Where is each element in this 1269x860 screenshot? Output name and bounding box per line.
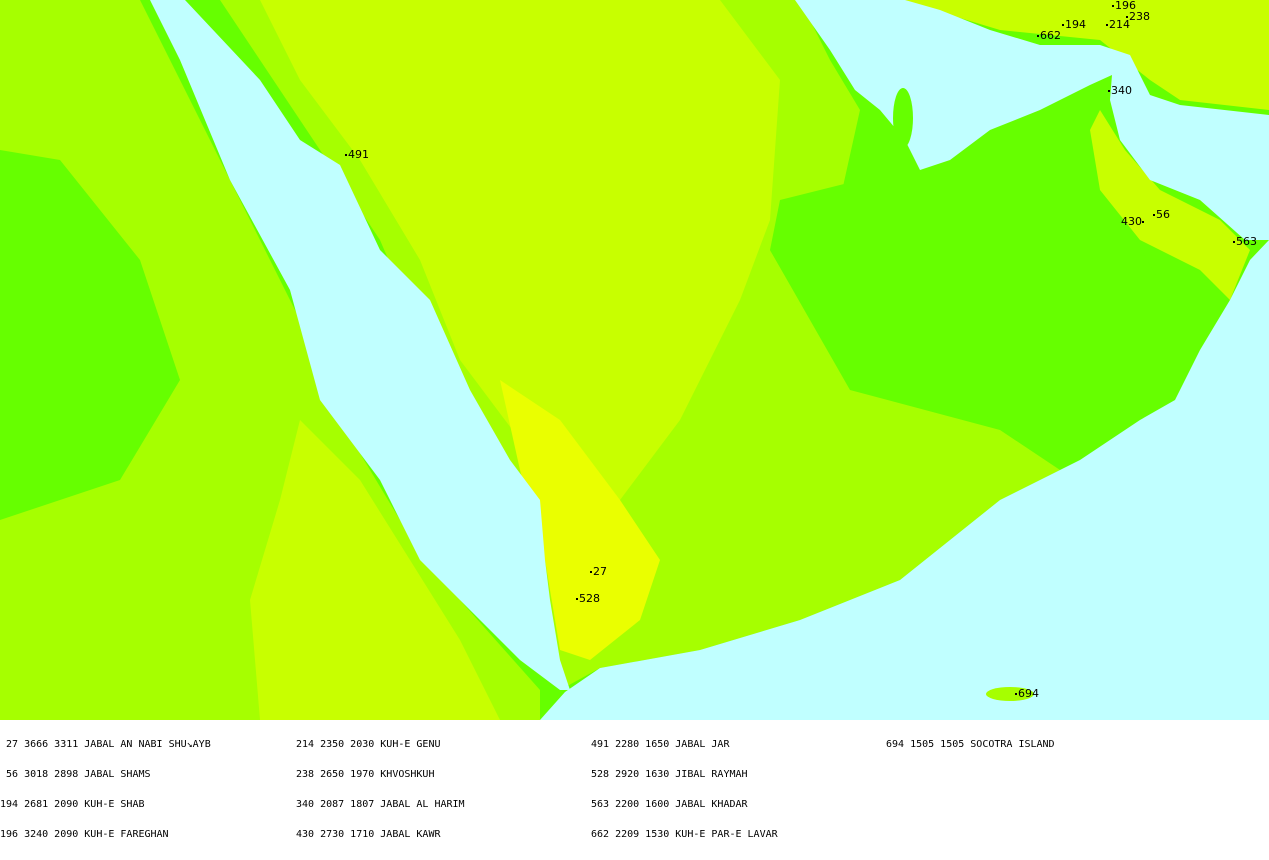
peak-dot-icon [1108,90,1110,92]
persian-gulf-gulf-of-oman [795,0,1269,240]
legend-row: 340 2087 1807 JABAL AL HARIM [296,799,465,810]
peak-dot-icon [345,154,347,156]
peak-label: 340 [1111,84,1132,97]
oman-mountains [1090,110,1250,300]
peak-label: 662 [1040,29,1061,42]
peak-label: 194 [1065,18,1086,31]
peak-label: 238 [1129,10,1150,23]
africa-upland [0,0,540,720]
legend-row: 694 1505 1505 SOCOTRA ISLAND [886,739,1055,750]
najd-plateau [260,0,780,520]
peak-marker-694: 694 [1015,688,1039,699]
peak-label: 214 [1109,18,1130,31]
peak-marker-662: 662 [1037,30,1061,41]
peak-marker-430: 430 [1121,216,1145,227]
peak-label: 491 [348,148,369,161]
arabian-sea [540,240,1269,720]
peak-dot-icon [1037,35,1039,37]
peak-marker-340: 340 [1108,85,1132,96]
legend-row: 238 2650 1970 KHVOSHKUH [296,769,435,780]
legend-row: 563 2200 1600 JABAL KHADAR [591,799,748,810]
ethiopia-highland [250,420,500,720]
iran-upland [900,0,1269,110]
peak-label: 56 [1156,208,1170,221]
peak-marker-563: 563 [1233,236,1257,247]
peak-dot-icon [576,598,578,600]
peak-marker-214: 214 [1106,19,1130,30]
legend-row: 27 3666 3311 JABAL AN NABI SHU↘AYB [0,739,211,750]
peak-dot-icon [1112,5,1114,7]
peak-dot-icon [1015,693,1017,695]
peak-marker-238: 238 [1126,11,1150,22]
qatar [893,88,913,148]
yemen-highland [500,380,660,660]
peak-dot-icon [590,571,592,573]
peak-legend: 27 3666 3311 JABAL AN NABI SHU↘AYB 56 30… [0,720,1269,840]
peak-label: 694 [1018,687,1039,700]
rub-al-khali [770,170,1170,430]
peak-marker-491: 491 [345,149,369,160]
legend-row: 491 2280 1650 JABAL JAR [591,739,730,750]
peak-dot-icon [1126,16,1128,18]
peak-label: 430 [1121,215,1142,228]
peak-marker-27: 27 [590,566,607,577]
peak-dot-icon [1153,214,1155,216]
peak-marker-56: 56 [1153,209,1170,220]
legend-row: 56 3018 2898 JABAL SHAMS [0,769,151,780]
legend-row: 196 3240 2090 KUH-E FAREGHAN [0,829,169,840]
peak-label: 27 [593,565,607,578]
peak-marker-194: 194 [1062,19,1086,30]
peak-dot-icon [1142,221,1144,223]
legend-row: 528 2920 1630 JIBAL RAYMAH [591,769,748,780]
peak-label: 528 [579,592,600,605]
legend-row: 430 2730 1710 JABAL KAWR [296,829,441,840]
peak-label: 563 [1236,235,1257,248]
peak-marker-528: 528 [576,593,600,604]
peak-dot-icon [1062,24,1064,26]
peak-marker-196: 196 [1112,0,1136,11]
legend-column-2: 214 2350 2030 KUH-E GENU 238 2650 1970 K… [296,720,465,860]
legend-row: 214 2350 2030 KUH-E GENU [296,739,441,750]
legend-row: 662 2209 1530 KUH-E PAR-E LAVAR [591,829,778,840]
peak-label: 196 [1115,0,1136,12]
legend-column-1: 27 3666 3311 JABAL AN NABI SHU↘AYB 56 30… [0,720,211,860]
legend-column-3: 491 2280 1650 JABAL JAR 528 2920 1630 JI… [591,720,778,860]
peak-dot-icon [1233,241,1235,243]
elevation-map [0,0,1269,720]
red-sea [150,0,570,690]
legend-column-4: 694 1505 1505 SOCOTRA ISLAND [886,720,1055,770]
legend-row: 194 2681 2090 KUH-E SHAB [0,799,145,810]
peak-dot-icon [1106,24,1108,26]
socotra-island [986,687,1034,701]
